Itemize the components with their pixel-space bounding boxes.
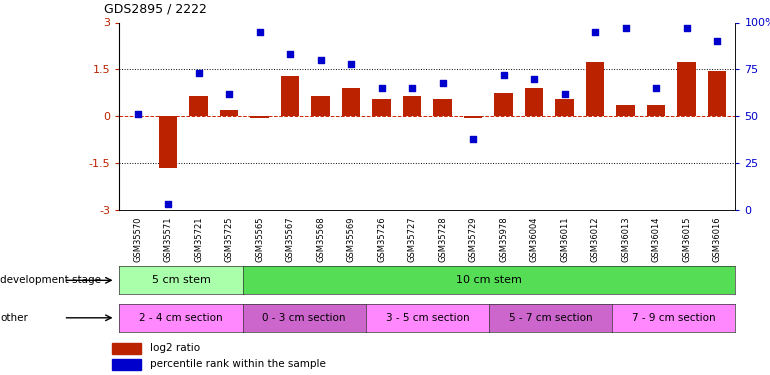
Bar: [464, 116, 482, 118]
Bar: [312, 96, 330, 116]
Bar: [159, 116, 177, 168]
Point: [681, 25, 693, 31]
Bar: [220, 110, 238, 116]
Point: [437, 80, 449, 86]
Point: [467, 136, 479, 142]
Bar: [555, 99, 574, 116]
Text: 5 - 7 cm section: 5 - 7 cm section: [509, 313, 592, 323]
Bar: [586, 62, 604, 116]
Bar: [525, 88, 543, 116]
Point: [619, 25, 631, 31]
Point: [284, 51, 296, 57]
Text: other: other: [0, 313, 28, 323]
Bar: [373, 99, 390, 116]
Point: [345, 61, 357, 67]
Text: 2 - 4 cm section: 2 - 4 cm section: [139, 313, 223, 323]
Bar: [250, 116, 269, 118]
Point: [132, 111, 144, 117]
Point: [376, 85, 388, 91]
Text: 7 - 9 cm section: 7 - 9 cm section: [632, 313, 715, 323]
Bar: [647, 105, 665, 116]
Point: [528, 76, 541, 82]
Text: 10 cm stem: 10 cm stem: [456, 275, 522, 285]
Point: [711, 38, 723, 44]
Text: 3 - 5 cm section: 3 - 5 cm section: [386, 313, 469, 323]
Bar: [403, 96, 421, 116]
Text: percentile rank within the sample: percentile rank within the sample: [149, 359, 326, 369]
Point: [192, 70, 205, 76]
Text: 5 cm stem: 5 cm stem: [152, 275, 210, 285]
Text: development stage: development stage: [0, 275, 101, 285]
Bar: [281, 76, 300, 116]
Bar: [708, 71, 726, 116]
Bar: [342, 88, 360, 116]
Bar: [434, 99, 452, 116]
Point: [497, 72, 510, 78]
Text: log2 ratio: log2 ratio: [149, 343, 200, 353]
Point: [650, 85, 662, 91]
Bar: [112, 343, 142, 354]
Point: [223, 91, 236, 97]
Point: [253, 29, 266, 35]
Point: [162, 201, 174, 207]
Bar: [617, 105, 634, 116]
Point: [589, 29, 601, 35]
Bar: [189, 96, 208, 116]
Bar: [494, 93, 513, 116]
Point: [314, 57, 326, 63]
Bar: [678, 62, 696, 116]
Point: [406, 85, 418, 91]
Text: GDS2895 / 2222: GDS2895 / 2222: [104, 2, 207, 15]
Bar: [112, 358, 142, 370]
Text: 0 - 3 cm section: 0 - 3 cm section: [263, 313, 346, 323]
Point: [558, 91, 571, 97]
